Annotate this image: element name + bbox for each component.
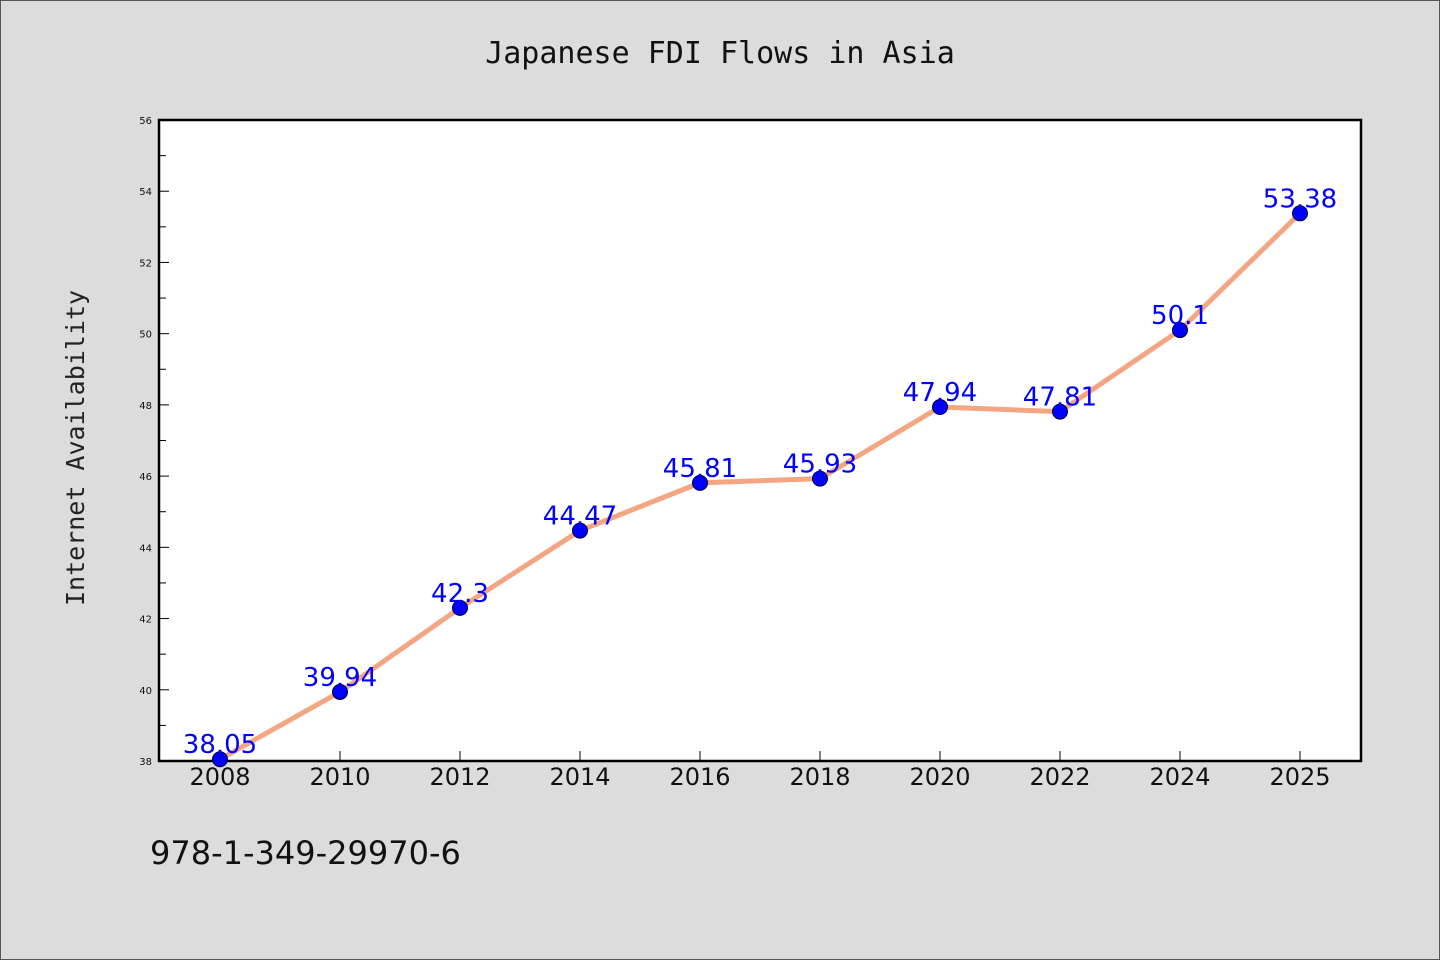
data-point-label: 45.81 (663, 454, 737, 484)
y-tick-label: 54 (139, 187, 152, 198)
x-tick-label: 2010 (309, 763, 370, 791)
data-point-marker (572, 522, 588, 539)
x-tick-label: 2008 (189, 763, 250, 791)
data-point-label: 38.05 (183, 730, 257, 760)
data-point-label: 47.81 (1023, 383, 1097, 413)
x-tick-label: 2024 (1149, 763, 1210, 791)
chart-title: Japanese FDI Flows in Asia (485, 36, 955, 71)
data-point-marker (1292, 205, 1308, 222)
y-axis-ticks: 38 40 42 44 46 48 50 52 54 56 (139, 116, 169, 768)
y-tick-label: 50 (139, 330, 152, 341)
x-axis-ticks: 2008 2010 2012 2014 2016 2018 2020 2022 2024 2025 (189, 751, 1331, 791)
data-point-marker (212, 751, 228, 768)
series-line (217, 210, 1303, 762)
y-tick-label: 40 (139, 686, 152, 697)
data-point-label: 50.1 (1151, 301, 1209, 331)
y-tick-label: 38 (139, 757, 152, 768)
x-tick-label: 2014 (549, 763, 610, 791)
x-tick-label: 2018 (789, 763, 850, 791)
x-tick-label: 2025 (1269, 763, 1330, 791)
isbn-text: 978-1-349-29970-6 (150, 834, 461, 872)
data-point-marker (332, 683, 348, 700)
data-point-marker (452, 599, 468, 616)
data-point-marker (1052, 403, 1068, 420)
data-point-label: 45.93 (783, 450, 857, 480)
x-tick-label: 2020 (909, 763, 970, 791)
data-point-label: 42.3 (431, 579, 489, 609)
y-tick-label: 44 (139, 543, 152, 554)
data-point-label: 44.47 (543, 502, 617, 532)
data-markers (212, 205, 1308, 768)
plot-area (157, 118, 1363, 763)
data-point-label: 53.38 (1263, 184, 1337, 214)
data-point-marker (1172, 322, 1188, 339)
data-labels: 38.05 39.94 42.3 44.47 45.81 45.93 47.94 47.81 5… (183, 184, 1337, 760)
y-axis-label: Internet Availability (61, 290, 90, 606)
y-tick-label: 48 (139, 401, 152, 412)
x-tick-label: 2022 (1029, 763, 1090, 791)
data-point-marker (812, 470, 828, 487)
data-point-label: 39.94 (303, 663, 377, 693)
x-tick-label: 2012 (429, 763, 490, 791)
y-tick-label: 52 (139, 258, 152, 269)
y-tick-label: 56 (139, 116, 152, 127)
data-point-label: 47.94 (903, 378, 977, 408)
y-tick-label: 46 (139, 472, 152, 483)
data-point-marker (932, 399, 948, 416)
x-tick-label: 2016 (669, 763, 730, 791)
y-tick-label: 42 (139, 615, 152, 626)
data-point-marker (692, 474, 708, 491)
